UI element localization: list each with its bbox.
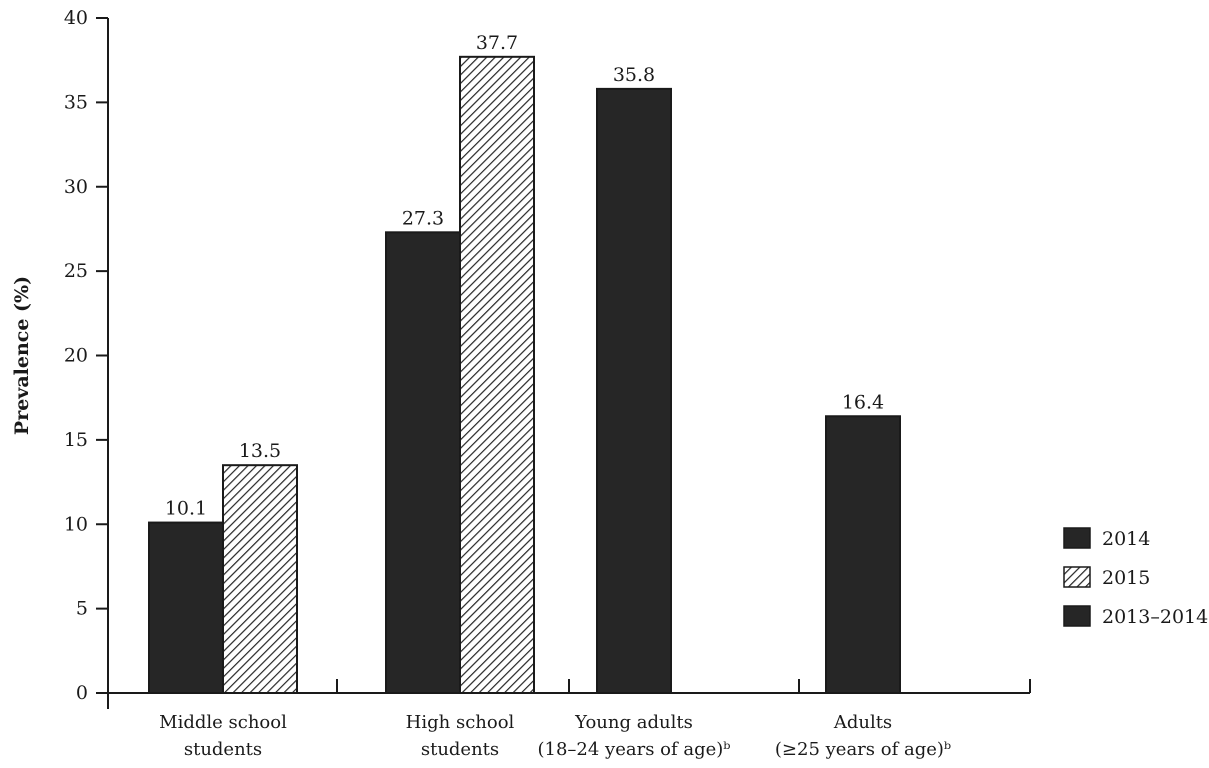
- y-tick-label: 40: [64, 7, 88, 29]
- category-label: Middle school: [159, 712, 287, 733]
- data-label: 16.4: [842, 391, 884, 413]
- y-tick-label: 35: [64, 91, 88, 113]
- category-label: students: [184, 739, 262, 760]
- category-label: students: [421, 739, 499, 760]
- data-label: 13.5: [239, 440, 281, 462]
- legend-swatch-2013-2014: [1063, 605, 1091, 627]
- bar-2015-1: [459, 55, 535, 694]
- legend-label: 2014: [1102, 528, 1150, 550]
- category-label: Adults: [833, 712, 892, 733]
- y-tick-label: 0: [76, 682, 88, 704]
- y-tick-label: 10: [64, 513, 88, 535]
- bar-2013-2014-3: [825, 415, 901, 694]
- data-label: 27.3: [402, 207, 444, 229]
- y-tick-label: 5: [76, 598, 88, 620]
- y-tick-label: 30: [64, 176, 88, 198]
- data-label: 37.7: [476, 32, 518, 54]
- y-tick-label: 20: [64, 345, 88, 367]
- legend-label: 2015: [1102, 567, 1150, 589]
- bar-2014-1: [385, 231, 461, 694]
- category-label: (18–24 years of age)ᵇ: [537, 739, 730, 760]
- bar-2015-0: [222, 464, 298, 694]
- category-label: High school: [406, 712, 515, 733]
- category-label: Young adults: [574, 712, 693, 733]
- legend-swatch-2014: [1063, 527, 1091, 549]
- category-label: (≥25 years of age)ᵇ: [775, 739, 951, 760]
- legend-swatch-2015: [1063, 566, 1091, 588]
- bar-2013-2014-2: [596, 87, 672, 694]
- data-label: 35.8: [613, 64, 655, 86]
- y-axis-title: Prevalence (%): [11, 276, 33, 435]
- data-label: 10.1: [165, 498, 207, 520]
- legend-label: 2013–2014: [1102, 606, 1208, 628]
- y-tick-label: 15: [64, 429, 88, 451]
- y-tick-label: 25: [64, 260, 88, 282]
- bar-2014-0: [148, 521, 224, 694]
